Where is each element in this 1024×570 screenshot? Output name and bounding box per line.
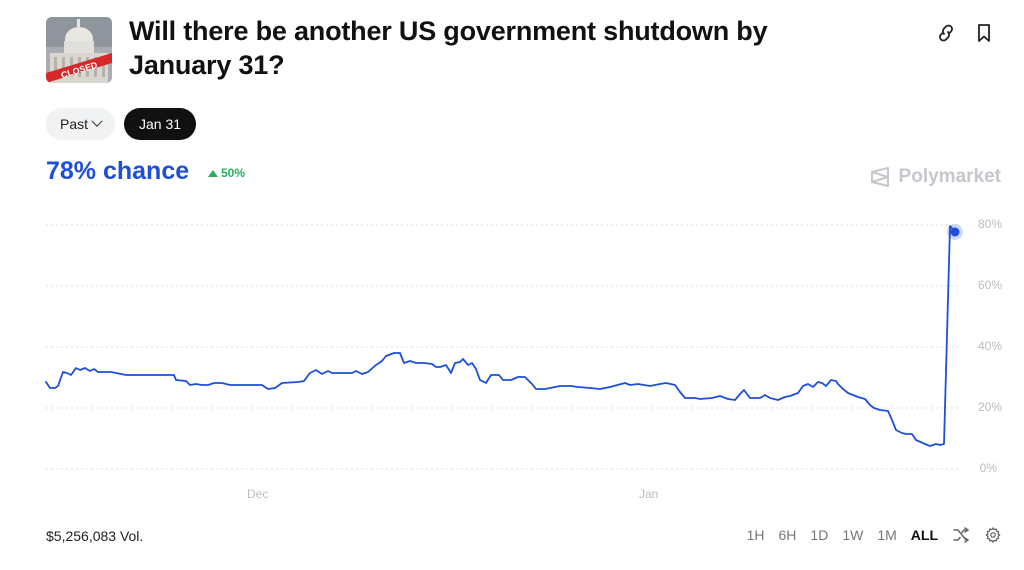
chance-value: 78% chance [46, 157, 190, 185]
y-tick-0: 0% [979, 461, 997, 475]
header-actions [936, 22, 994, 44]
y-tick-40: 40% [977, 339, 1002, 353]
price-line [45, 225, 956, 447]
date-pill-jan-31[interactable]: Jan 31 [124, 108, 197, 140]
volume-label: $5,256,083 Vol. [46, 528, 144, 544]
polymarket-logo-icon [870, 167, 889, 187]
brand-watermark: Polymarket [869, 166, 1001, 188]
market-title: Will there be another US government shut… [129, 16, 768, 80]
delta-value: 50% [221, 166, 246, 180]
range-all[interactable]: ALL [910, 527, 938, 543]
link-icon[interactable] [936, 22, 956, 44]
x-tick-dec: Dec [247, 487, 269, 501]
bookmark-icon[interactable] [974, 22, 994, 44]
current-point [950, 227, 960, 237]
past-label: Past [60, 116, 89, 132]
past-dropdown[interactable]: Past [46, 108, 116, 140]
date-pill-label: Jan 31 [139, 116, 182, 132]
y-tick-80: 80% [977, 217, 1002, 231]
range-6h[interactable]: 6H [778, 527, 797, 543]
time-range-selector: 1H 6H 1D 1W 1M ALL [747, 526, 1002, 544]
y-tick-20: 20% [977, 400, 1002, 414]
y-tick-60: 60% [977, 278, 1002, 292]
settings-icon[interactable] [984, 526, 1002, 544]
gridlines [46, 224, 960, 470]
x-tick-jan: Jan [639, 487, 659, 501]
range-1w[interactable]: 1W [842, 527, 864, 543]
market-thumbnail: CLOSED [46, 17, 112, 83]
brand-name: Polymarket [898, 166, 1001, 187]
range-1d[interactable]: 1D [810, 527, 829, 543]
shuffle-icon[interactable] [952, 526, 970, 544]
range-1h[interactable]: 1H [746, 527, 765, 543]
date-filter: Past Jan 31 [46, 108, 197, 140]
price-chart[interactable] [0, 0, 1024, 520]
chance-delta: 50% [208, 166, 245, 180]
triangle-up-icon [208, 169, 218, 177]
range-1m[interactable]: 1M [877, 527, 897, 543]
